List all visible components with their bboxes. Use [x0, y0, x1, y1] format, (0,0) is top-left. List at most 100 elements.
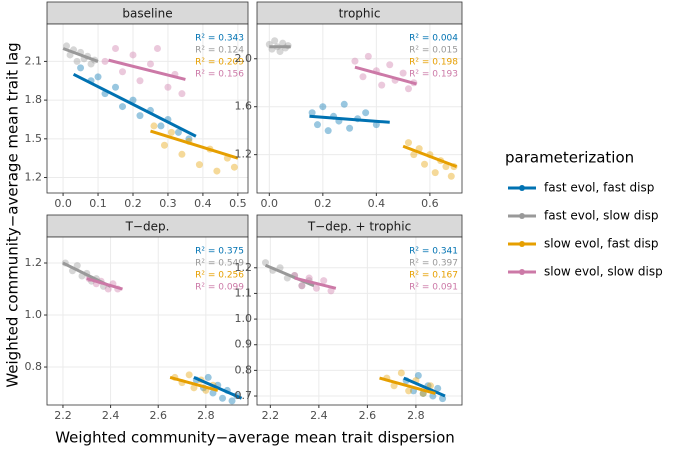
r2-label: R² = 0.091	[409, 283, 458, 293]
r2-label: R² = 0.256	[195, 271, 244, 281]
x-tick-label: 0.1	[89, 197, 107, 210]
plot-panel	[47, 24, 248, 193]
fit-line	[193, 376, 243, 400]
y-tick-label: 1.8	[25, 93, 43, 106]
fit-line	[169, 375, 219, 392]
point	[327, 287, 335, 295]
x-axis-label: Weighted community−average mean trait di…	[55, 429, 455, 447]
point	[195, 161, 203, 169]
y-tick-label: 1.1	[235, 286, 253, 299]
point	[378, 81, 386, 89]
point	[178, 150, 186, 158]
point	[324, 127, 332, 135]
legend-label: fast evol, fast disp	[544, 181, 654, 195]
point	[404, 85, 412, 93]
legend-swatch-point	[519, 213, 525, 219]
point	[372, 121, 380, 129]
point	[405, 387, 413, 395]
r2-label: R² = 0.167	[409, 271, 458, 281]
r2-label: R² = 0.375	[195, 247, 244, 257]
point	[153, 45, 161, 53]
point	[312, 284, 320, 292]
x-tick-label: 2.8	[407, 409, 425, 422]
point	[185, 135, 193, 143]
y-tick-label: 0.7	[235, 389, 253, 402]
point	[213, 167, 221, 175]
point	[410, 151, 418, 159]
y-tick-label: 1.5	[25, 132, 43, 145]
r2-label: R² = 0.343	[195, 34, 244, 44]
y-tick-label: 0.8	[235, 363, 253, 376]
fit-line	[402, 144, 458, 169]
point	[112, 45, 120, 53]
point	[94, 73, 102, 81]
panel-border	[46, 236, 249, 406]
facet-title: baseline	[122, 7, 172, 21]
fit-line	[309, 114, 390, 124]
r2-label: R² = 0.193	[409, 70, 458, 80]
point	[209, 389, 217, 397]
legend-label: slow evol, slow disp	[544, 265, 663, 279]
point	[313, 121, 321, 129]
x-tick-label: 0.2	[314, 197, 332, 210]
point	[219, 394, 227, 402]
legend-label: fast evol, slow disp	[544, 209, 659, 223]
x-tick-label: 2.8	[197, 409, 215, 422]
y-tick-label: 1.0	[235, 312, 253, 325]
point	[185, 371, 193, 379]
point	[346, 124, 354, 132]
point	[146, 60, 154, 68]
point	[190, 384, 198, 392]
point	[279, 39, 287, 47]
point	[434, 384, 442, 392]
point	[320, 277, 328, 285]
x-tick-label: 0.5	[229, 197, 247, 210]
legend-label: slow evol, fast disp	[544, 237, 659, 251]
r2-label: R² = 0.549	[195, 259, 244, 269]
point	[319, 103, 327, 111]
point	[351, 57, 359, 65]
point	[136, 77, 144, 85]
point	[442, 163, 450, 171]
r2-label: R² = 0.341	[409, 247, 458, 257]
point	[119, 103, 127, 111]
panel-border	[46, 23, 249, 194]
x-tick-label: 2.2	[262, 409, 280, 422]
x-tick-label: 2.6	[359, 409, 377, 422]
r2-label: R² = 0.099	[195, 283, 244, 293]
plot-panel	[257, 237, 462, 405]
point	[397, 369, 405, 377]
y-tick-label: 1.2	[25, 171, 43, 184]
y-tick-label: 1.2	[235, 148, 253, 161]
x-tick-label: 0.3	[159, 197, 177, 210]
point	[298, 282, 306, 290]
plot-panel	[47, 237, 248, 405]
point	[101, 57, 109, 65]
point	[276, 48, 284, 56]
panel-border	[256, 236, 463, 406]
point	[150, 122, 158, 130]
point	[73, 262, 81, 270]
point	[230, 163, 238, 171]
point	[271, 37, 279, 45]
x-tick-label: 0.0	[54, 197, 72, 210]
point	[174, 128, 182, 136]
point	[87, 60, 95, 68]
x-tick-label: 0.6	[421, 197, 439, 210]
y-tick-label: 2.1	[25, 54, 43, 67]
facet-title: T−dep.	[125, 220, 170, 234]
point	[447, 172, 455, 180]
x-tick-label: 0.0	[261, 197, 279, 210]
point	[204, 373, 212, 381]
x-tick-label: 0.4	[194, 197, 212, 210]
point	[386, 61, 394, 69]
legend-swatch-point	[519, 185, 525, 191]
x-tick-label: 0.4	[368, 197, 386, 210]
x-tick-label: 2.4	[310, 409, 328, 422]
fit-line	[62, 47, 99, 63]
facet-title: T−dep. + trophic	[307, 220, 411, 234]
y-tick-label: 1.2	[235, 261, 253, 274]
point	[112, 83, 120, 91]
point	[167, 128, 175, 136]
